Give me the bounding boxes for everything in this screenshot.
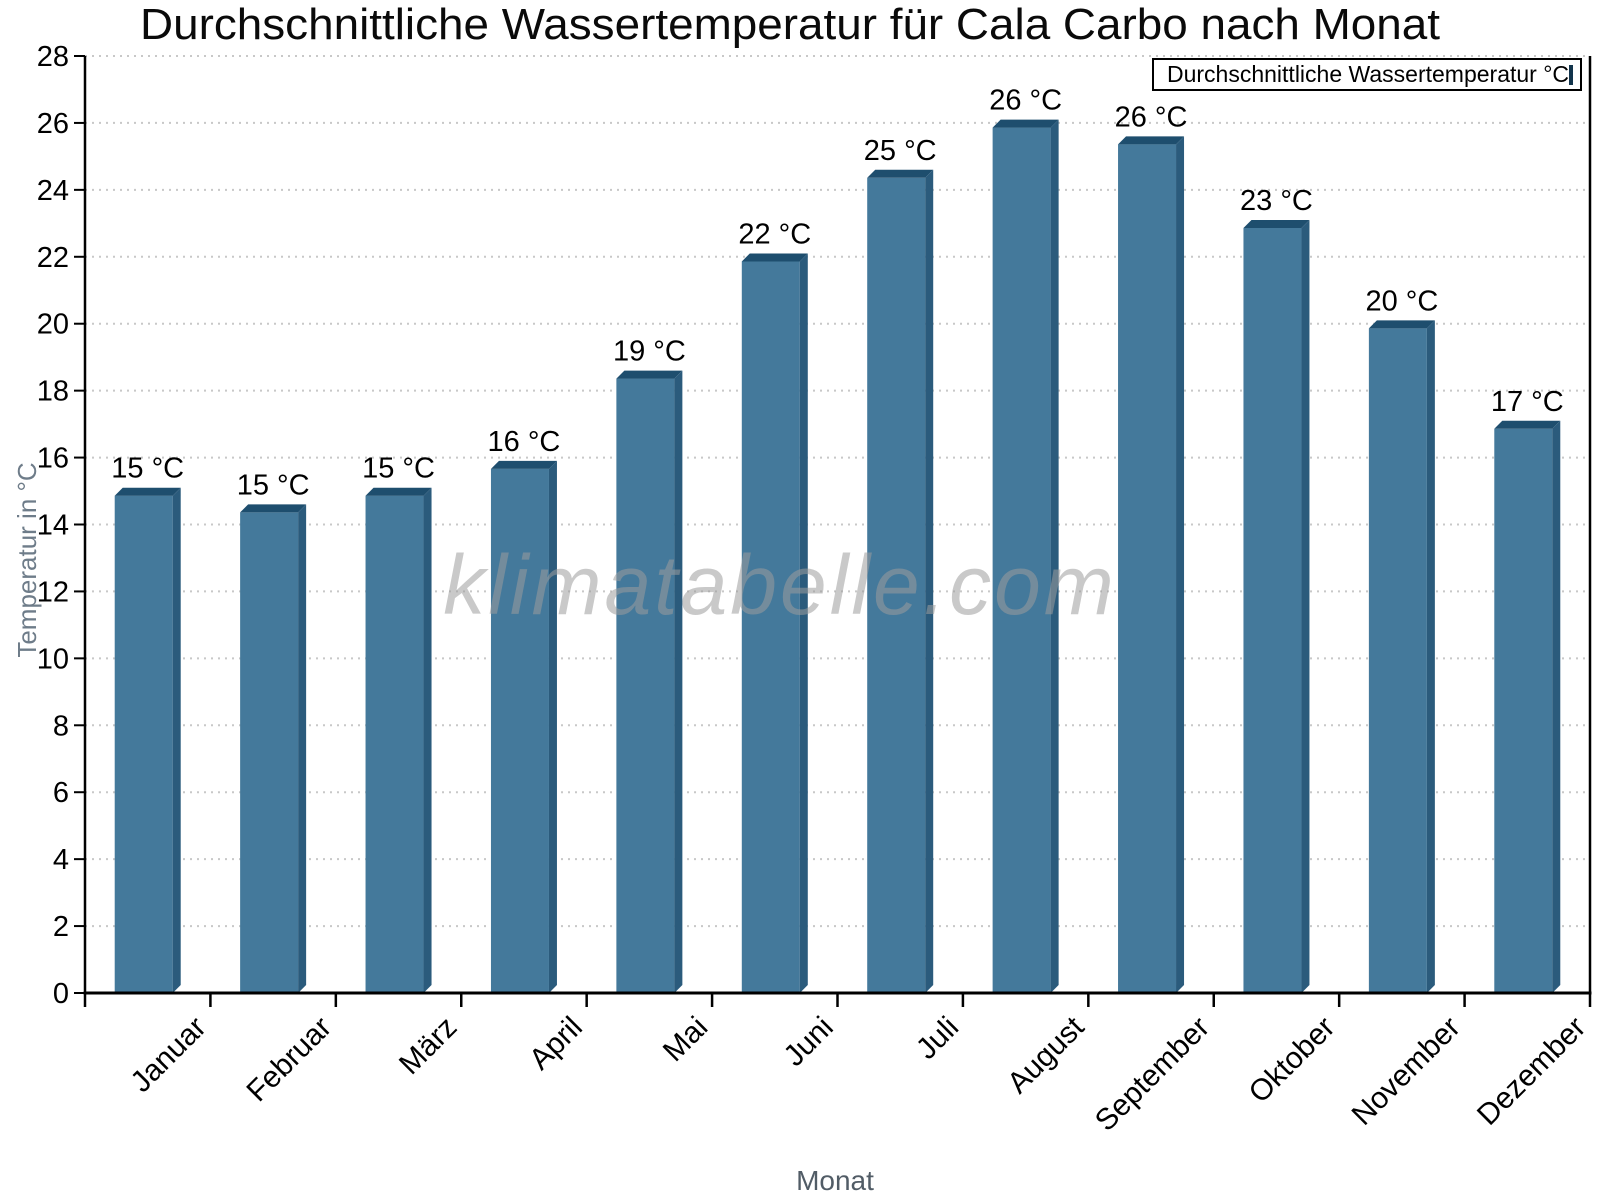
value-label-januar: 15 °C xyxy=(111,453,184,485)
x-axis-label-oktober: Oktober xyxy=(1243,1011,1342,1110)
y-tick-label-24: 24 xyxy=(37,175,69,207)
bar-value-labels: 15 °C 15 °C 15 °C 16 °C 19 °C 22 °C 25 °C 26 °C… xyxy=(111,85,1563,502)
gridlines xyxy=(85,55,1590,928)
y-tick-label-6: 6 xyxy=(53,777,69,809)
x-axis-label-dezember: Dezember xyxy=(1471,1011,1592,1132)
x-axis-label-februar: Februar xyxy=(240,1011,338,1109)
value-label-marz: 15 °C xyxy=(362,453,435,485)
value-label-november: 20 °C xyxy=(1365,285,1438,317)
bar-juli[interactable] xyxy=(867,169,934,993)
y-tick-label-18: 18 xyxy=(37,376,69,408)
value-label-juli: 25 °C xyxy=(864,135,937,167)
watermark-text: klimatabelle.com xyxy=(443,538,1117,632)
bar-august[interactable] xyxy=(992,119,1059,993)
y-tick-label-10: 10 xyxy=(37,643,69,675)
chart-title: Durchschnittliche Wassertemperatur für C… xyxy=(140,0,1440,49)
bar-februar[interactable] xyxy=(240,504,307,993)
y-tick-label-2: 2 xyxy=(53,911,69,943)
y-tick-label-0: 0 xyxy=(53,978,69,1010)
value-label-mai: 19 °C xyxy=(613,336,686,368)
x-axis-label-januar: Januar xyxy=(124,1011,212,1099)
value-label-dezember: 17 °C xyxy=(1491,386,1564,418)
x-axis-month-labels: Januar Februar März April Mai Juni Juli AugustS… xyxy=(124,1010,1592,1138)
legend-color-swatch xyxy=(1569,64,1574,85)
y-tick-label-14: 14 xyxy=(37,510,69,542)
x-axis-label-april: April xyxy=(523,1011,589,1077)
y-tick-label-20: 20 xyxy=(37,309,69,341)
x-axis-label-august: August xyxy=(1001,1010,1091,1100)
value-label-august: 26 °C xyxy=(989,85,1062,117)
bar-marz[interactable] xyxy=(365,487,432,993)
value-label-september: 26 °C xyxy=(1115,101,1188,133)
bar-november[interactable] xyxy=(1368,320,1435,993)
bars-group xyxy=(114,119,1561,994)
y-axis-title: Temperatur in °C xyxy=(12,462,42,657)
value-label-oktober: 23 °C xyxy=(1240,185,1313,217)
x-axis-ticks xyxy=(83,993,1592,1007)
value-label-juni: 22 °C xyxy=(738,218,811,250)
x-axis-label-juni: Juni xyxy=(777,1011,839,1073)
y-tick-label-8: 8 xyxy=(53,710,69,742)
value-label-april: 16 °C xyxy=(488,426,561,458)
x-axis-label-november: November xyxy=(1346,1011,1467,1132)
value-label-februar: 15 °C xyxy=(237,469,310,501)
x-axis-label-september: September xyxy=(1089,1011,1216,1138)
y-tick-label-16: 16 xyxy=(37,443,69,475)
y-tick-label-28: 28 xyxy=(37,41,69,73)
legend[interactable]: Durchschnittliche Wassertemperatur °C xyxy=(1152,58,1582,91)
x-axis-label-marz: März xyxy=(393,1011,463,1081)
x-axis-label-juli: Juli xyxy=(910,1011,965,1066)
x-axis-title: Monat xyxy=(796,1165,874,1196)
y-tick-label-12: 12 xyxy=(37,576,69,608)
y-tick-label-22: 22 xyxy=(37,242,69,274)
bar-januar[interactable] xyxy=(114,487,181,993)
y-tick-label-4: 4 xyxy=(53,844,69,876)
bar-mai[interactable] xyxy=(616,370,683,993)
bar-dezember[interactable] xyxy=(1494,420,1561,993)
x-axis-label-mai: Mai xyxy=(657,1011,715,1069)
bar-april[interactable] xyxy=(490,460,557,993)
y-tick-label-26: 26 xyxy=(37,108,69,140)
legend-label: Durchschnittliche Wassertemperatur °C xyxy=(1167,61,1570,87)
bar-juni[interactable] xyxy=(741,253,808,994)
bar-september[interactable] xyxy=(1118,136,1185,994)
bar-oktober[interactable] xyxy=(1243,219,1310,994)
